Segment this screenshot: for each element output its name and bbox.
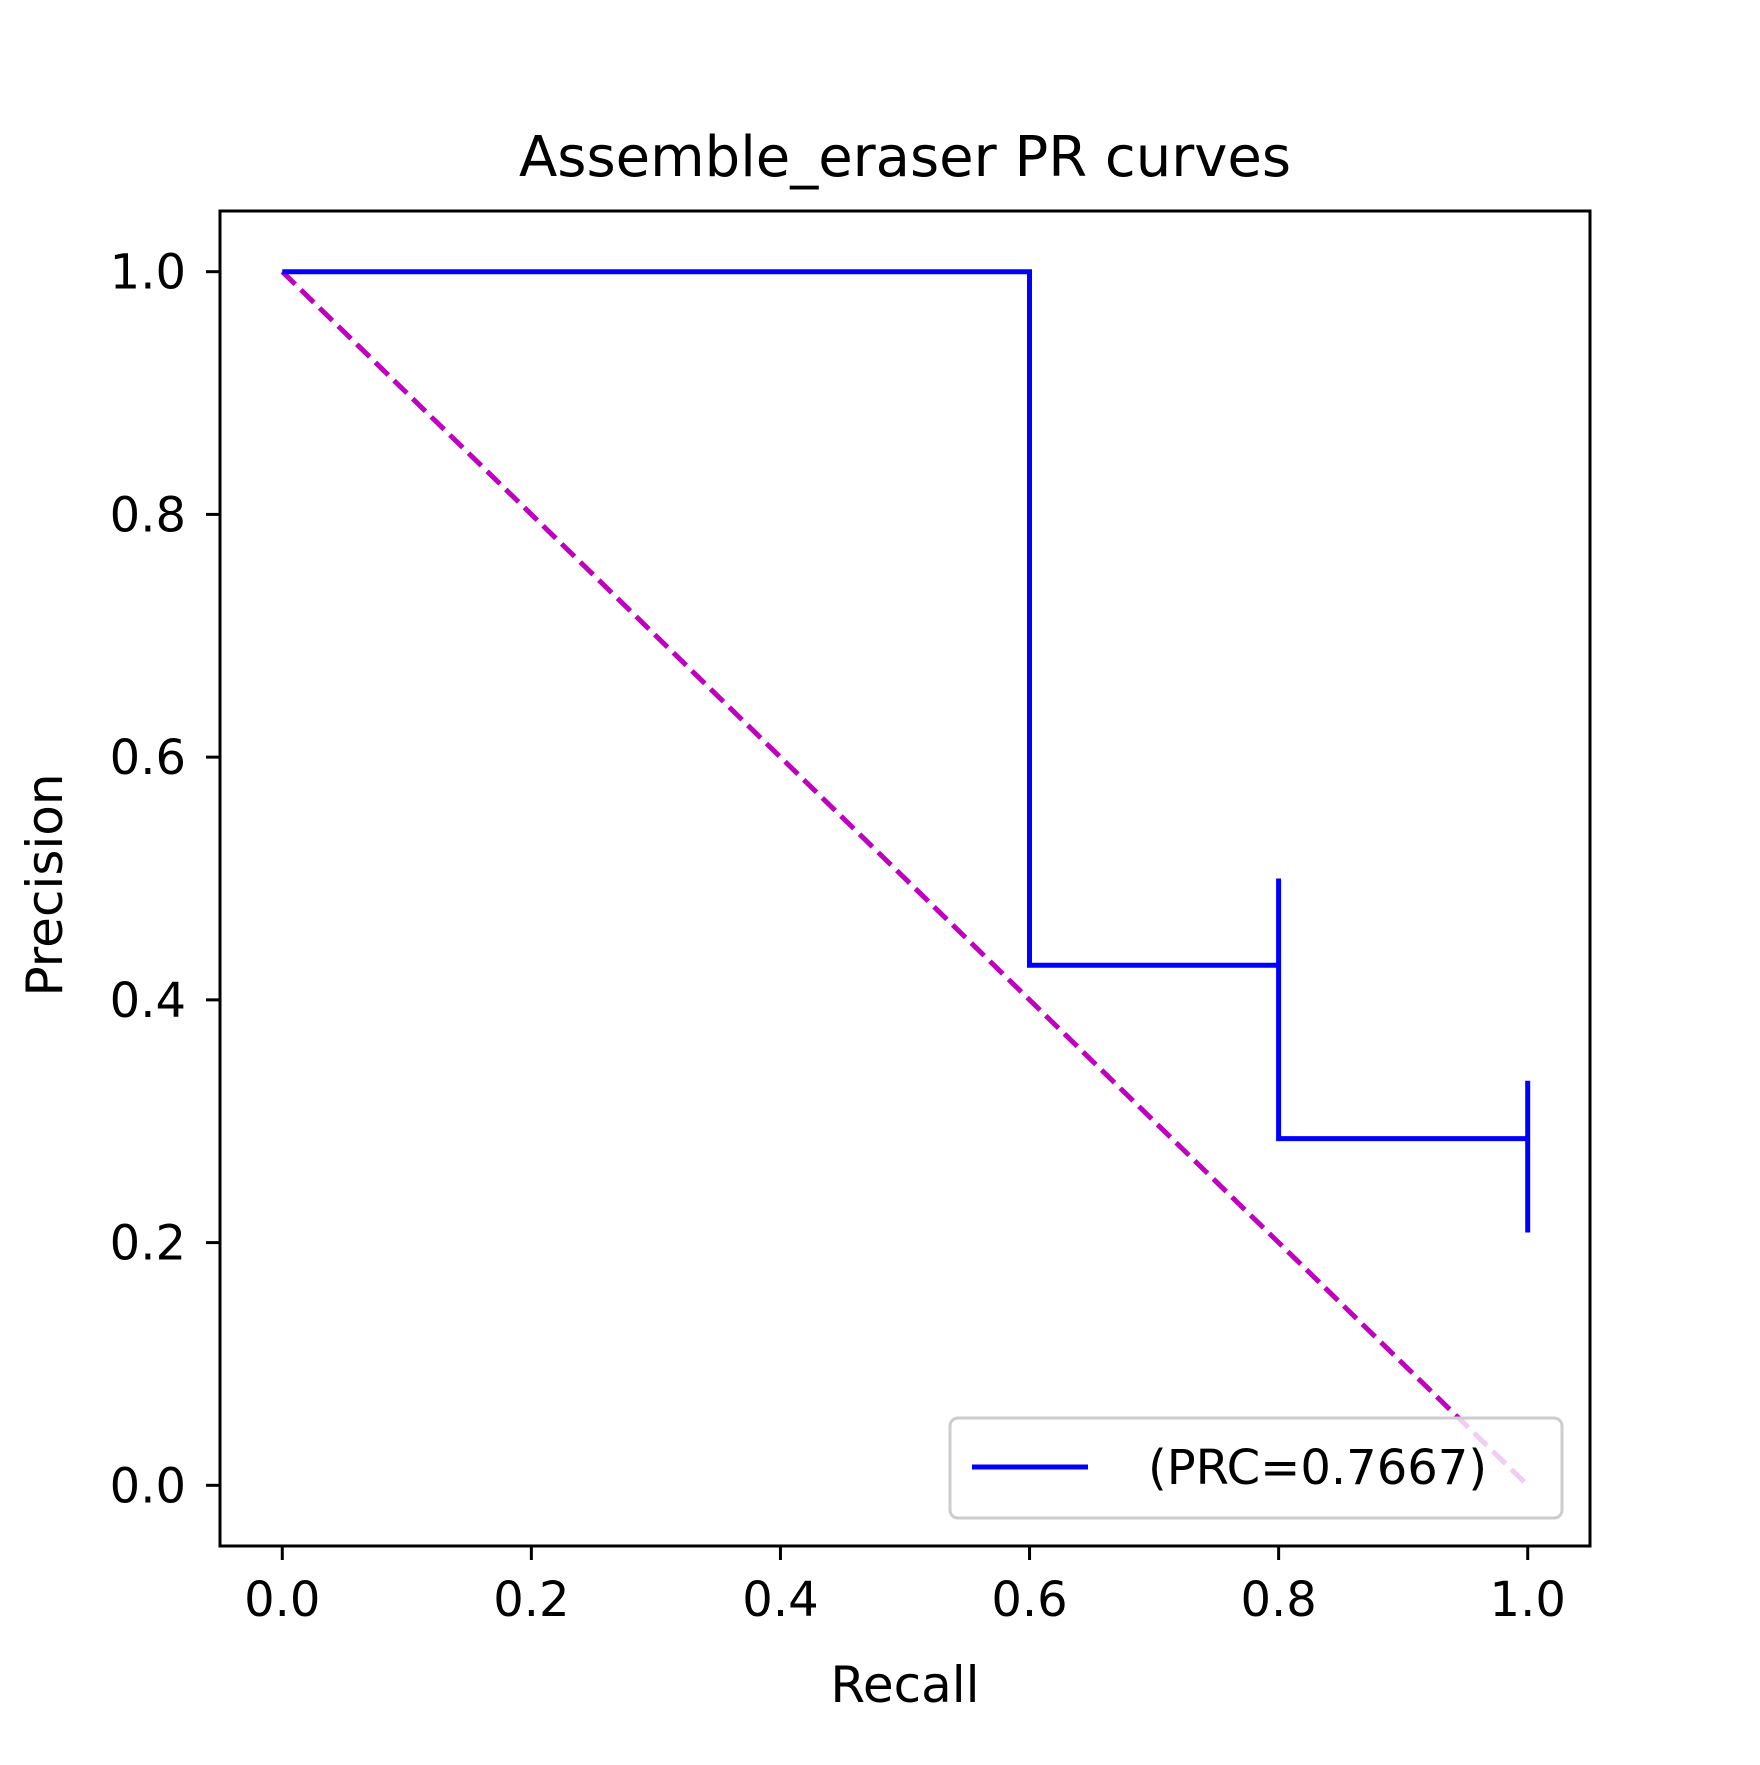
x-tick-label: 0.8 (1240, 1572, 1316, 1628)
plot-border (218, 209, 1592, 1548)
x-tick-label: 0.4 (742, 1572, 818, 1628)
x-axis: 0.0 0.2 0.4 0.6 0.8 1.0 (244, 1546, 1566, 1628)
y-axis: 0.0 0.2 0.4 0.6 0.8 1.0 (110, 245, 220, 1514)
y-tick-label: 0.6 (110, 730, 186, 786)
legend-box (948, 1416, 1564, 1520)
y-tick-label: 0.2 (110, 1216, 186, 1272)
x-tick-label: 0.0 (244, 1572, 320, 1628)
x-axis-label: Recall (830, 1656, 979, 1714)
y-tick-label: 0.0 (110, 1458, 186, 1514)
x-tick-label: 0.2 (493, 1572, 569, 1628)
chart-title: Assemble_eraser PR curves (519, 125, 1291, 190)
legend-label: (PRC=0.7667) (1148, 1440, 1487, 1496)
baseline-dashed-line (280, 269, 1530, 1488)
legend: (PRC=0.7667) (948, 1416, 1564, 1520)
series-layer (280, 269, 1531, 1488)
y-tick-label: 0.4 (110, 973, 186, 1029)
y-tick-label: 1.0 (110, 245, 186, 301)
y-axis-label: Precision (16, 773, 74, 996)
y-tick-label: 0.8 (110, 487, 186, 543)
x-tick-label: 0.6 (991, 1572, 1067, 1628)
pr-curve-line (282, 269, 1531, 1233)
x-tick-label: 1.0 (1490, 1572, 1566, 1628)
